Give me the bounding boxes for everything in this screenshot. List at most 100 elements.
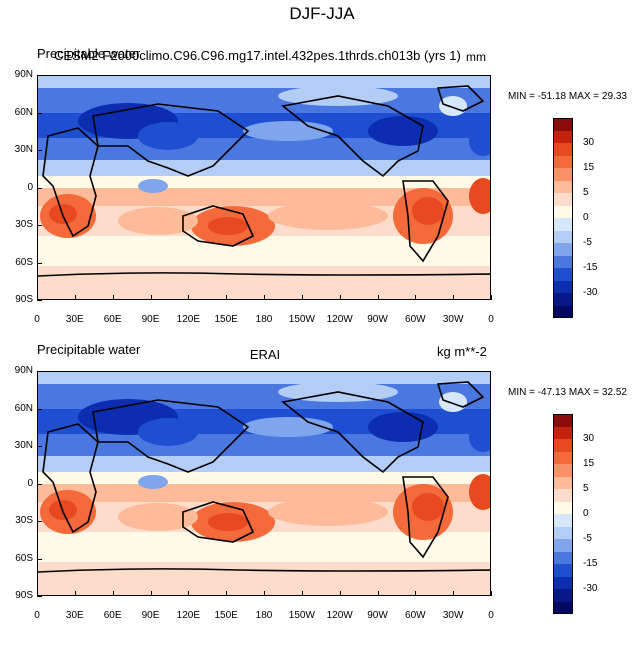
field-blob — [368, 412, 438, 442]
lat-tick — [37, 112, 42, 114]
field-blob — [439, 392, 467, 412]
map-plot-bottom — [37, 371, 491, 596]
min-max-stats: MIN = -47.13 MAX = 32.52 — [508, 387, 627, 398]
lon-tick-label: 90W — [367, 610, 388, 621]
lat-tick — [37, 446, 42, 447]
lon-tick — [188, 591, 190, 596]
colorbar — [553, 414, 573, 614]
field-band — [38, 176, 490, 188]
lon-tick — [491, 591, 492, 596]
lat-tick-label: 30S — [15, 515, 33, 526]
lon-tick — [264, 295, 265, 300]
lon-tick-label: 90W — [367, 314, 388, 325]
colorbar-segment — [553, 551, 573, 564]
field-blob — [412, 493, 444, 521]
lat-tick-label: 60S — [15, 552, 33, 564]
lat-tick — [37, 596, 42, 597]
lon-tick-label: 60E — [103, 314, 122, 325]
colorbar-segment — [553, 130, 573, 143]
lat-tick-label: 60S — [15, 256, 33, 268]
lat-tick-label: 60N — [14, 402, 33, 414]
field-blob — [138, 179, 168, 193]
field-blob — [469, 422, 490, 452]
colorbar-segment — [553, 489, 573, 502]
colorbar-segment — [553, 476, 573, 489]
lon-tick-label: 30W — [442, 610, 464, 621]
coastline — [182, 205, 255, 247]
colorbar-label: -30 — [583, 582, 598, 594]
field-band — [38, 456, 490, 472]
lon-tick — [150, 591, 152, 596]
contour-map-bottom — [38, 372, 490, 595]
lat-tick — [37, 262, 42, 264]
colorbar-label: 30 — [583, 432, 595, 444]
lon-tick — [226, 295, 228, 300]
lon-tick — [301, 295, 303, 300]
lat-tick-label: 90N — [14, 69, 33, 80]
lat-tick-label: 30S — [15, 219, 33, 230]
coastline — [281, 95, 424, 178]
colorbar-segment — [553, 118, 573, 131]
lat-tick-label: 0 — [27, 477, 33, 489]
colorbar-segment — [553, 439, 573, 452]
lon-tick — [339, 295, 341, 300]
contour-map-top — [38, 76, 490, 299]
coastline — [182, 501, 255, 543]
lon-tick — [453, 591, 455, 596]
lon-tick — [453, 295, 455, 300]
field-blob — [469, 178, 490, 214]
field-blob — [412, 197, 444, 225]
field-blob — [268, 498, 388, 526]
lon-tick-label: 120W — [326, 314, 353, 325]
field-blob — [138, 475, 168, 489]
lon-tick — [415, 591, 417, 596]
lat-tick — [37, 150, 42, 151]
colorbar-segment — [553, 155, 573, 168]
lon-tick — [74, 295, 76, 300]
lon-tick — [339, 591, 341, 596]
panel-case-title: CESM2 F2000climo.C96.C96.mg17.intel.432p… — [54, 48, 461, 63]
field-band — [38, 160, 490, 176]
colorbar-segment — [553, 205, 573, 218]
colorbar-label: 15 — [583, 161, 595, 173]
colorbar-label: -15 — [583, 557, 598, 569]
lon-tick-label: 60W — [405, 314, 426, 325]
colorbar-segment — [553, 601, 573, 614]
field-blob — [469, 126, 490, 156]
lat-tick-label: 30N — [14, 144, 33, 155]
lon-tick-label: 120E — [176, 610, 200, 621]
coastline — [38, 272, 490, 277]
colorbar-segment — [553, 280, 573, 293]
panel-units: mm — [466, 50, 486, 64]
field-band — [38, 472, 490, 484]
lat-tick — [37, 521, 42, 522]
lon-tick-label: 120W — [326, 610, 353, 621]
colorbar-label: 5 — [583, 186, 589, 198]
lat-tick — [37, 225, 42, 226]
field-blob — [268, 202, 388, 230]
lon-tick-label: 30W — [442, 314, 464, 325]
panel-units: kg m**-2 — [437, 344, 487, 359]
field-band — [38, 266, 490, 299]
colorbar-segment — [553, 576, 573, 589]
field-blob — [118, 207, 198, 235]
lon-tick-label: 60E — [103, 610, 122, 621]
panel-center-title: ERAI — [249, 347, 281, 362]
colorbar-segment — [553, 243, 573, 256]
lat-tick-label: 90S — [15, 590, 33, 601]
lat-tick — [37, 187, 42, 189]
lon-tick-label: 150W — [288, 314, 315, 325]
field-blob — [439, 96, 467, 116]
panel-left-title: Precipitable water — [37, 46, 141, 61]
lon-tick-label: 0 — [488, 610, 494, 621]
lon-tick — [74, 591, 76, 596]
lon-tick-label: 150E — [214, 314, 238, 325]
colorbar-segment — [553, 168, 573, 181]
lon-tick — [112, 295, 114, 300]
lon-tick — [188, 295, 190, 300]
lon-tick-label: 30E — [65, 314, 84, 325]
lat-tick — [37, 300, 42, 301]
lon-tick-label: 30E — [65, 610, 84, 621]
colorbar-segment — [553, 414, 573, 427]
coastline — [92, 399, 250, 473]
